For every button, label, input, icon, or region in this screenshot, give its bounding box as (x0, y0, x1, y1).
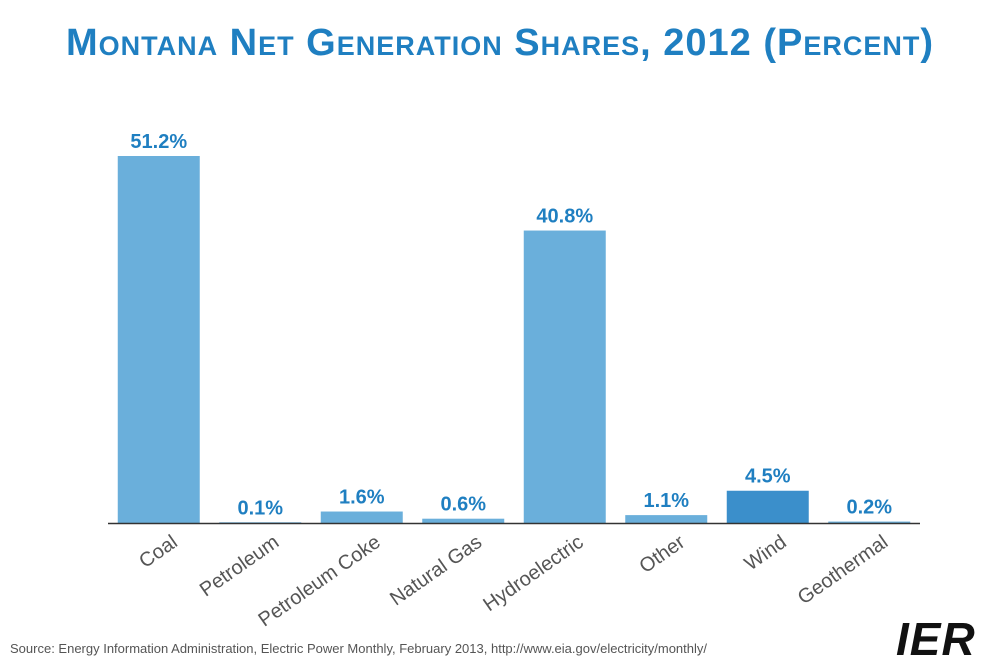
bar-natural-gas (422, 518, 505, 523)
data-label: 40.8% (536, 206, 593, 228)
bar-hydroelectric (523, 230, 606, 523)
chart-title: Montana Net Generation Shares, 2012 (Per… (65, 22, 935, 64)
data-label: 1.1% (643, 490, 689, 512)
data-label: 1.6% (339, 487, 385, 509)
x-tick-label: Petroleum (196, 531, 283, 601)
data-label: 51.2% (130, 131, 187, 153)
bar-other (625, 515, 708, 523)
x-tick-label: Wind (741, 531, 791, 575)
bar-geothermal (828, 521, 911, 524)
data-label: 0.2% (846, 497, 892, 519)
bar-petroleum-coke (320, 511, 403, 523)
x-tick-label: Geothermal (794, 531, 892, 609)
x-tick-label: Coal (135, 531, 181, 573)
x-tick-label: Other (636, 531, 690, 578)
x-tick-label: Hydroelectric (479, 531, 587, 616)
data-label: 4.5% (745, 466, 791, 488)
data-label: 0.1% (237, 497, 283, 519)
data-label: 0.6% (440, 494, 486, 516)
source-note: Source: Energy Information Administratio… (10, 641, 708, 656)
bar-coal (117, 156, 200, 523)
x-tick-label: Natural Gas (386, 531, 486, 610)
ier-logo: IER (896, 613, 976, 665)
bar-wind (726, 490, 809, 523)
